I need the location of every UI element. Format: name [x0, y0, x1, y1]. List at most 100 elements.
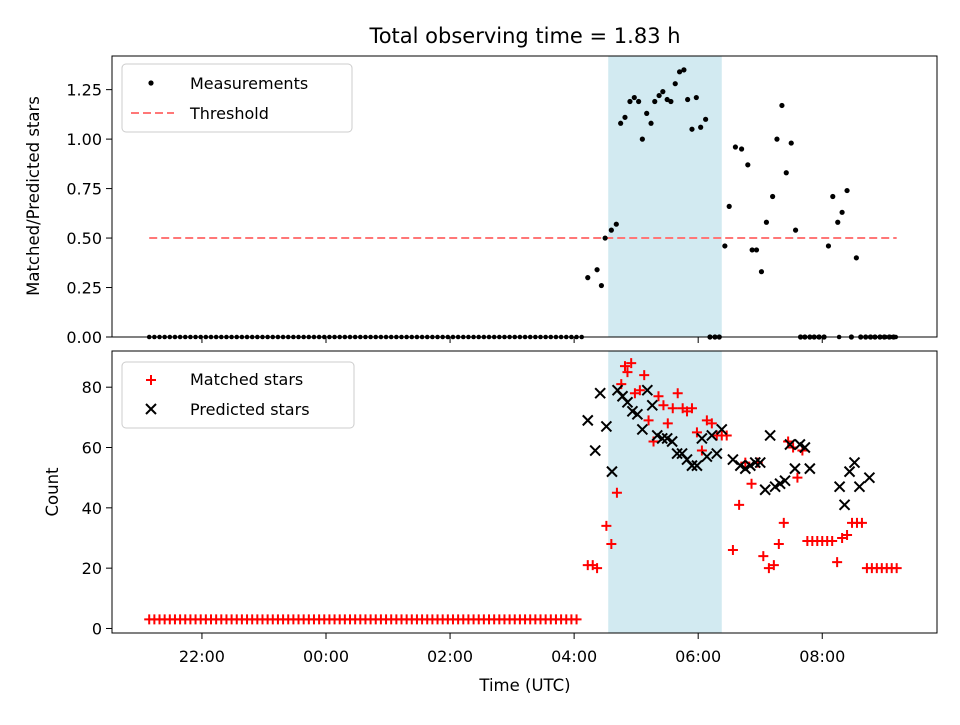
matched-star-point	[768, 560, 779, 571]
predicted-star-point	[833, 481, 846, 493]
predicted-star-point	[671, 447, 683, 460]
legend-measurements-label: Measurements	[190, 74, 308, 93]
legend-predicted-marker	[145, 403, 157, 415]
predicted-star-point	[589, 444, 601, 457]
measurement-point	[608, 227, 614, 233]
matched-star-point	[827, 536, 838, 547]
matched-star-point	[691, 427, 702, 438]
predicted-star-point	[600, 420, 613, 433]
top-highlight-span	[608, 56, 722, 337]
measurement-point	[681, 67, 687, 73]
x-tick-label: 00:00	[303, 647, 349, 666]
measurement-point	[652, 98, 658, 105]
measurement-point	[656, 92, 662, 99]
x-axis-label: Time (UTC)	[478, 676, 570, 695]
bottom-plot-frame	[111, 350, 938, 634]
matched-star-point	[696, 445, 707, 456]
matched-star-point	[667, 403, 678, 414]
bottom-legend: Matched stars Predicted stars	[121, 361, 355, 429]
matched-star-point	[626, 358, 637, 369]
chart-title: Total observing time = 1.83 h	[368, 24, 680, 48]
matched-star-point	[778, 517, 789, 528]
measurement-point	[636, 98, 642, 105]
predicted-star-point	[691, 459, 703, 472]
legend-measurements-marker	[148, 80, 154, 86]
matched-star-point	[758, 551, 769, 562]
measurement-point	[853, 255, 859, 261]
predicted-star-point	[636, 423, 649, 436]
predicted-star-point	[843, 465, 856, 478]
measurement-point	[622, 114, 628, 120]
measurement-point	[839, 209, 845, 215]
measurement-point	[758, 269, 765, 275]
bottom-y-tick-label: 0	[92, 619, 102, 638]
measurement-point	[792, 227, 799, 233]
measurement-point	[668, 98, 674, 105]
top-y-axis-label: Matched/Predicted stars	[24, 96, 43, 296]
matched-star-point	[746, 478, 757, 489]
matched-star-point	[606, 539, 617, 550]
x-tick-label: 02:00	[427, 647, 473, 666]
matched-star-point	[634, 385, 645, 396]
matched-star-point	[773, 539, 784, 550]
top-legend-box	[121, 63, 353, 133]
predicted-star-point	[789, 462, 801, 475]
measurement-point	[631, 94, 637, 101]
measurement-point	[644, 110, 650, 116]
x-tick-label: 22:00	[179, 647, 225, 666]
legend-threshold-label: Threshold	[189, 104, 269, 123]
bottom-y-tick-label: 40	[82, 499, 102, 518]
matched-star-point	[658, 400, 669, 411]
measurement-point	[745, 162, 751, 168]
predicted-star-point	[656, 432, 668, 445]
matched-star-point	[622, 367, 633, 378]
measurement-point	[726, 203, 732, 209]
measurement-point	[779, 102, 785, 109]
bottom-highlight-span	[608, 351, 722, 633]
predicted-star-point	[838, 499, 851, 511]
measurement-point	[835, 219, 841, 225]
measurement-point	[585, 275, 591, 281]
matched-star-point	[571, 614, 582, 625]
predicted-star-point	[582, 414, 594, 427]
bottom-y-tick-label: 80	[82, 378, 102, 397]
x-tick-label: 08:00	[799, 647, 845, 666]
bottom-y-axis-label: Count	[43, 467, 62, 517]
measurement-point	[689, 126, 695, 132]
predicted-star-point	[686, 459, 698, 472]
measurement-point	[739, 146, 745, 152]
top-panel: 0.00 0.25 0.50 0.75 1.00 1.25 Matched/Predict…	[24, 55, 938, 347]
predicted-star-point	[764, 429, 776, 442]
predicted-star-point	[804, 462, 816, 475]
measurement-point	[648, 120, 654, 126]
x-tick-label: 06:00	[675, 647, 721, 666]
predicted-star-point	[701, 450, 713, 463]
measurement-point	[788, 140, 794, 146]
predicted-star-point	[621, 396, 634, 408]
predicted-star-point	[711, 447, 723, 460]
predicted-star-point	[749, 456, 761, 469]
measurement-point	[770, 193, 776, 200]
measurement-point	[698, 124, 704, 130]
measurement-point	[594, 267, 600, 273]
matched-star-point	[832, 557, 843, 568]
measurement-point	[627, 98, 633, 105]
predicted-star-point	[696, 432, 708, 445]
legend-matched-label: Matched stars	[190, 370, 303, 389]
measurement-point	[825, 243, 832, 249]
measurement-point	[830, 193, 836, 200]
measurement-point	[676, 69, 683, 75]
bottom-legend-box	[121, 361, 355, 429]
measurement-point	[672, 81, 678, 87]
matched-star-point	[592, 563, 603, 574]
measurement-point	[732, 144, 739, 150]
measurement-point	[844, 187, 850, 194]
matched-star-point	[601, 520, 612, 531]
matched-star-point	[611, 487, 622, 498]
predicted-star-point	[754, 456, 766, 469]
predicted-star-point	[641, 384, 654, 396]
matched-star-point	[706, 418, 717, 429]
measurement-point	[753, 247, 760, 253]
matched-star-point	[856, 517, 867, 528]
